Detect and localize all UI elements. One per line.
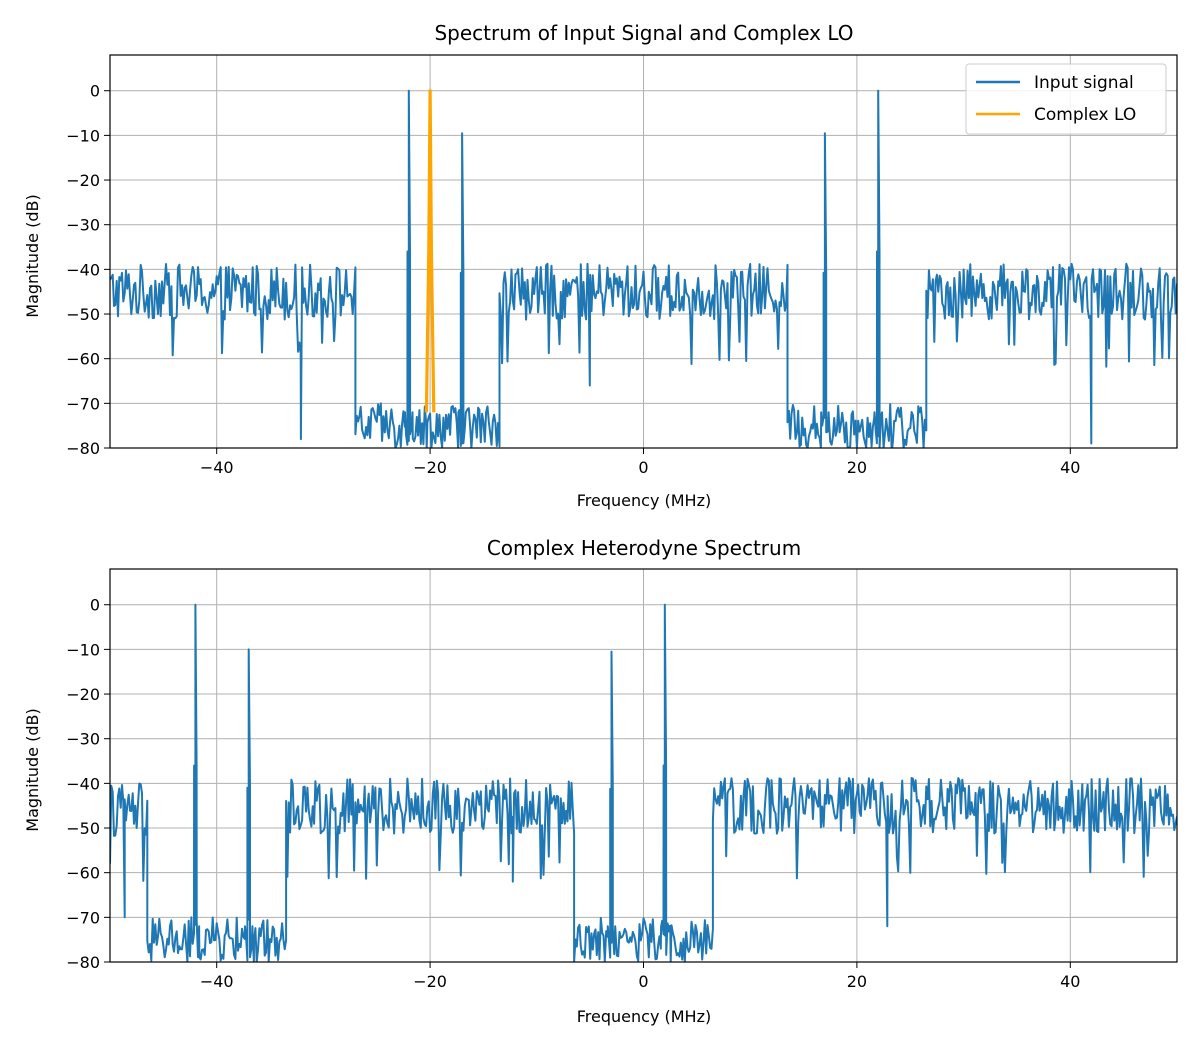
input-spectrum-panel: Spectrum of Input Signal and Complex LO …	[23, 21, 1178, 510]
y-tick-label: −40	[66, 774, 100, 793]
y-tick-label: −50	[66, 305, 100, 324]
y-tick-label: −60	[66, 350, 100, 369]
y-tick-label: −20	[66, 685, 100, 704]
chart-title: Spectrum of Input Signal and Complex LO	[434, 21, 853, 45]
legend-label-input-signal: Input signal	[1034, 73, 1134, 93]
x-tick-label: 0	[638, 972, 648, 991]
y-tick-label: 0	[90, 596, 100, 615]
y-tick-label: −40	[66, 260, 100, 279]
x-axis-label: Frequency (MHz)	[577, 491, 711, 510]
series-line-complex-lo	[424, 89, 436, 413]
chart-title: Complex Heterodyne Spectrum	[487, 536, 801, 560]
x-tick-label: 40	[1060, 458, 1080, 477]
x-tick-label: 20	[847, 458, 867, 477]
y-tick-label: −30	[66, 730, 100, 749]
x-axis-label: Frequency (MHz)	[577, 1007, 711, 1026]
legend-label-complex-lo: Complex LO	[1034, 105, 1136, 125]
y-axis-label: Magnitude (dB)	[23, 194, 42, 317]
y-tick-label: −70	[66, 394, 100, 413]
series-line-input-signal	[110, 89, 1177, 448]
y-tick-label: −30	[66, 216, 100, 235]
y-tick-label: 0	[90, 82, 100, 101]
y-tick-label: −80	[66, 439, 100, 458]
y-tick-label: −60	[66, 864, 100, 883]
plot-area: −40 −20 0 20 40 0 −10 −20 −30 −40 −50 −60 −70 −80	[66, 568, 1178, 991]
y-tick-label: −20	[66, 171, 100, 190]
x-tick-label: 0	[638, 458, 648, 477]
y-tick-label: −50	[66, 819, 100, 838]
x-tick-label: 20	[847, 972, 867, 991]
x-tick-label: −40	[200, 458, 234, 477]
x-tick-label: −40	[200, 972, 234, 991]
legend: Input signal Complex LO	[965, 63, 1167, 135]
y-tick-label: −10	[66, 640, 100, 659]
y-tick-label: −70	[66, 908, 100, 927]
heterodyne-spectrum-panel: Complex Heterodyne Spectrum −40 −20 0 20 40 0…	[23, 536, 1178, 1026]
x-tick-label: 40	[1060, 972, 1080, 991]
y-axis-label: Magnitude (dB)	[23, 708, 42, 831]
plot-area: −40 −20 0 20 40 0 −10 −20 −30 −40 −50 −60 −70 −80	[66, 54, 1178, 477]
series-line-heterodyne-output	[110, 603, 1177, 962]
x-tick-label: −20	[413, 972, 447, 991]
x-tick-label: −20	[413, 458, 447, 477]
y-tick-label: −80	[66, 953, 100, 972]
y-tick-label: −10	[66, 126, 100, 145]
